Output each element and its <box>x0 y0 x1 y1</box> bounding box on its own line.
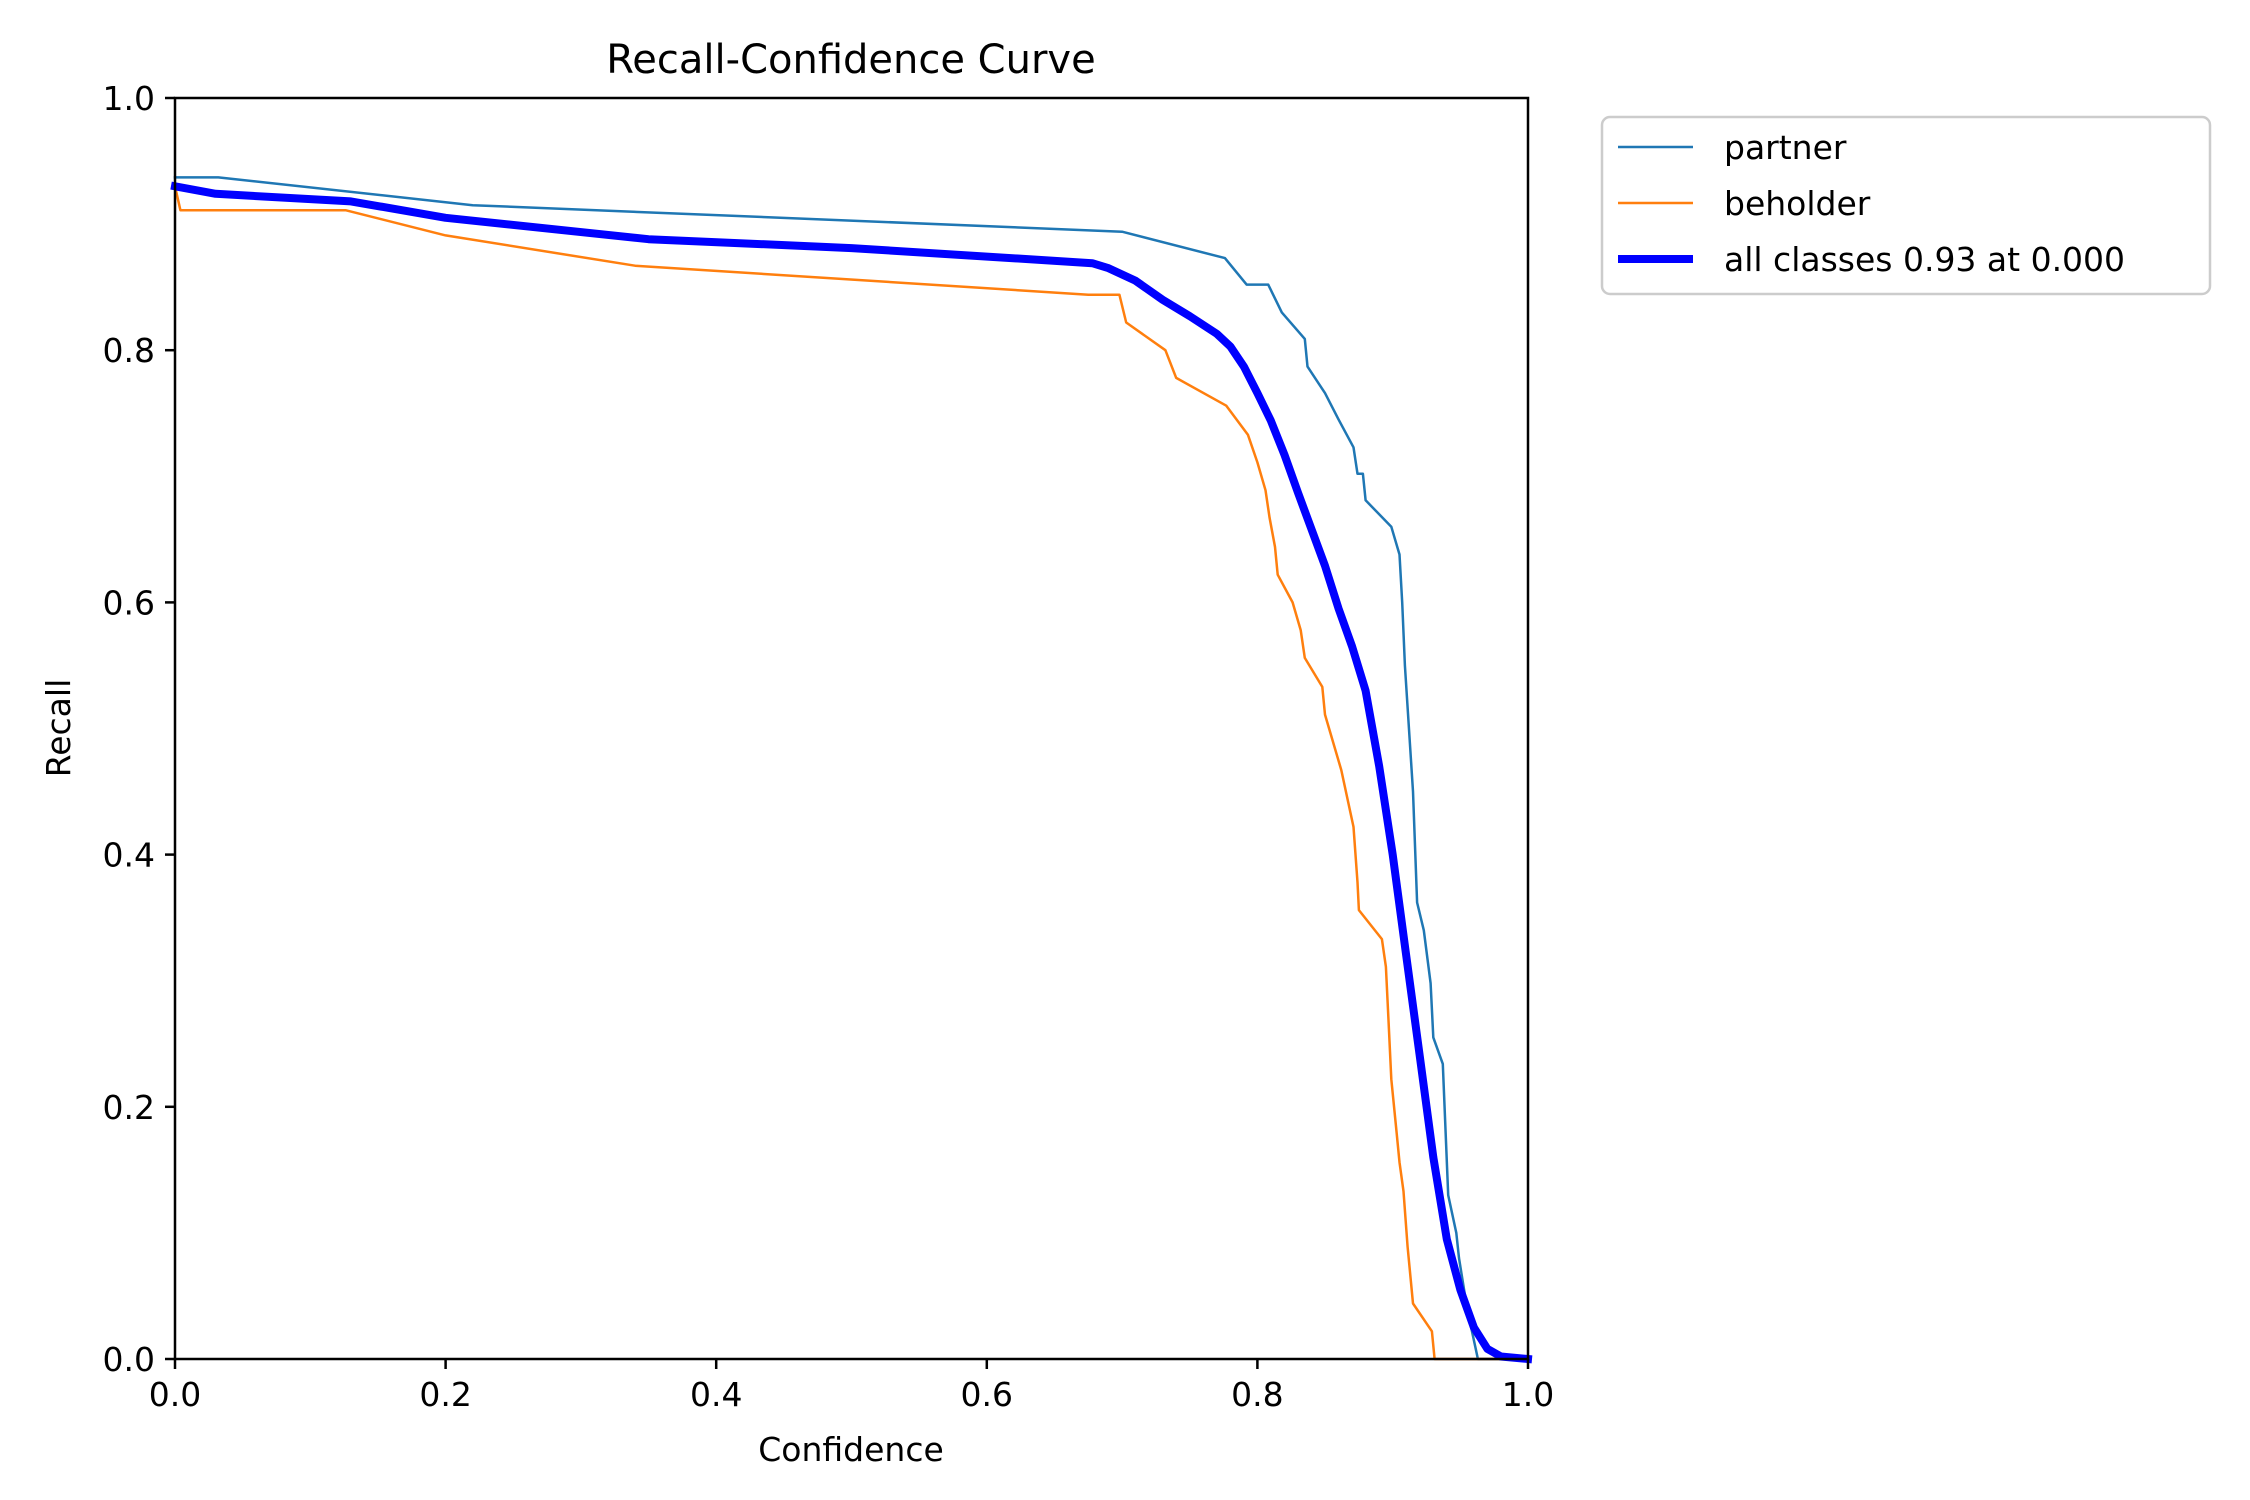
series-layer <box>170 176 1533 1364</box>
series-line-beholder <box>173 184 1530 1361</box>
legend-items: partner beholder all classes 0.93 at 0.000 <box>1618 128 2125 279</box>
y-axis-ticks: 0.0 0.2 0.4 0.6 0.8 1.0 <box>103 79 175 1379</box>
y-tick-label: 0.6 <box>103 583 155 622</box>
legend: partner beholder all classes 0.93 at 0.000 <box>1600 115 2212 296</box>
y-tick-label: 1.0 <box>103 79 155 118</box>
x-tick-label: 1.0 <box>1502 1375 1554 1414</box>
x-tick-label: 0.6 <box>961 1375 1013 1414</box>
legend-label: all classes 0.93 at 0.000 <box>1724 240 2125 279</box>
legend-box <box>1600 115 2212 296</box>
x-tick-label: 0.0 <box>149 1375 201 1414</box>
chart-title: Recall-Confidence Curve <box>606 37 1095 83</box>
x-tick-label: 0.2 <box>419 1375 471 1414</box>
series-line-partner <box>173 176 1530 1361</box>
legend-label: partner <box>1724 128 1847 167</box>
y-tick-label: 0.8 <box>103 331 155 370</box>
x-axis-ticks: 0.0 0.2 0.4 0.6 0.8 1.0 <box>149 1359 1554 1414</box>
x-axis-label: Confidence <box>758 1430 944 1469</box>
y-axis-label: Recall <box>39 679 78 777</box>
legend-label: beholder <box>1724 184 1871 223</box>
y-tick-label: 0.2 <box>103 1088 155 1127</box>
x-tick-label: 0.8 <box>1231 1375 1283 1414</box>
x-tick-label: 0.4 <box>690 1375 742 1414</box>
y-tick-label: 0.4 <box>103 836 155 875</box>
plot-frame <box>173 96 1530 1361</box>
y-tick-label: 0.0 <box>103 1340 155 1379</box>
series-line-all <box>170 181 1533 1364</box>
